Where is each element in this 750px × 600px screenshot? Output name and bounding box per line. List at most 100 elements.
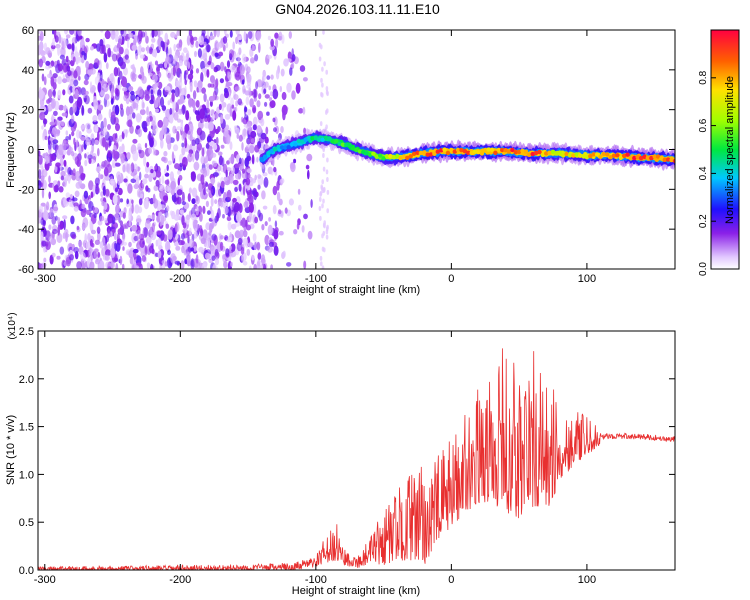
spectrogram-noise-cell <box>235 212 242 223</box>
spectrogram-noise-cell <box>59 246 65 255</box>
spectrogram-noise-cell <box>170 31 176 38</box>
spectrogram-ridge-core <box>452 149 457 154</box>
spectrogram-ridge-core <box>293 142 298 147</box>
spectrogram-noise-cell <box>161 105 167 111</box>
spectrogram-noise-cell <box>177 79 183 90</box>
spectrogram-noise-cell <box>73 202 79 208</box>
spectrogram-noise-cell <box>151 37 156 43</box>
spectrogram-noise-cell <box>131 44 138 51</box>
spectrogram-noise-cell <box>211 233 217 241</box>
spectrogram-noise-cell <box>146 106 149 116</box>
spectrogram-noise-cell <box>118 146 123 155</box>
colorbar-gradient <box>710 29 740 270</box>
spectrogram-ridge-core <box>439 148 444 153</box>
spectrogram-noise-cell <box>162 234 168 242</box>
spectrogram-noise-cell <box>70 215 75 225</box>
spectrogram-noise-cell <box>57 180 61 187</box>
spectrogram-noise-cell <box>195 205 200 216</box>
spectrogram-noise-cell <box>62 78 68 84</box>
spectrogram-noise-cell <box>78 75 81 81</box>
spectrogram-noise-cell <box>306 153 313 162</box>
spectrogram-noise-cell <box>99 44 105 55</box>
spectrogram-noise-cell <box>72 168 76 177</box>
spectrogram-ridge-core <box>449 147 454 153</box>
spectrogram-noise-cell <box>99 70 103 82</box>
spectrogram-noise-cell <box>166 164 169 172</box>
spectrogram-noise-cell <box>263 81 269 88</box>
spectrogram-noise-cell <box>102 137 106 148</box>
spectrogram-noise-cell <box>90 46 94 51</box>
spectrogram-noise-cell <box>150 89 154 95</box>
spectrogram-noise-cell <box>164 32 169 43</box>
spectrogram-ridge-core <box>550 149 556 154</box>
spectrogram-noise-cell <box>138 149 142 154</box>
spectrogram-noise-cell <box>187 193 191 202</box>
spectrogram-noise-cell <box>172 125 177 134</box>
spectrogram-noise-cell <box>289 67 293 76</box>
spectrogram-noise-cell <box>45 241 49 247</box>
spectrogram-noise-cell <box>129 125 134 134</box>
spectrogram-noise-cell <box>85 37 90 43</box>
spectrogram-noise-cell <box>71 37 77 45</box>
spectrogram-noise-cell <box>112 194 118 205</box>
spectrogram-noise-cell <box>170 188 175 196</box>
spectrogram-noise-cell <box>263 263 267 269</box>
spectrogram-ridge-core <box>567 153 573 158</box>
spectrogram-noise-cell <box>110 30 116 40</box>
spectrogram-noise-cell <box>88 201 94 212</box>
spectrogram-noise-cell <box>245 96 250 106</box>
spectrogram-noise-cell <box>172 65 176 77</box>
spectrogram-noise-cell <box>122 87 128 92</box>
spectrogram-noise-cell <box>157 89 162 98</box>
spectrogram-ridge-core <box>279 145 285 150</box>
spectrogram-ridge-core <box>381 156 386 161</box>
spectrogram-noise-cell <box>288 198 294 206</box>
spectrogram-noise-cell <box>213 143 218 151</box>
spectrogram-ridge-core <box>306 135 312 140</box>
spectrogram-noise-cell <box>272 204 277 215</box>
spectrogram-noise-cell <box>186 93 191 99</box>
spectrogram-noise-cell <box>53 185 59 193</box>
spectrogram-noise-cell <box>137 128 142 138</box>
spectrogram-noise-cell <box>214 128 220 135</box>
spectrogram-noise-cell <box>198 182 203 193</box>
spectrogram-noise-cell <box>191 198 196 205</box>
spectrogram-noise-cell <box>122 241 127 246</box>
spectrogram-noise-cell <box>54 35 59 43</box>
spectrogram-noise-cell <box>128 105 133 115</box>
spectrogram-noise-cell <box>73 246 79 254</box>
spectrogram-noise-cell <box>229 30 233 38</box>
spectrogram-noise-cell <box>91 138 95 146</box>
spectrogram-noise-cell <box>249 265 252 269</box>
spectrogram-noise-cell <box>131 224 138 232</box>
spectrogram-noise-cell <box>94 259 101 265</box>
spectrogram-noise-cell <box>131 63 135 72</box>
spectrogram-noise-cell <box>101 236 106 247</box>
spectrogram-ridge-core <box>561 153 566 158</box>
spectrogram-noise <box>38 30 330 269</box>
spectrogram-noise-cell <box>69 254 74 261</box>
spectrogram-ridge-core <box>537 149 542 155</box>
spectrogram-noise-cell <box>175 61 180 73</box>
spectrogram-noise-cell <box>184 79 187 86</box>
spectrogram-noise-cell <box>155 108 159 113</box>
spectrogram-noise-cell <box>135 52 138 60</box>
spectrogram-noise-cell <box>43 42 48 51</box>
spectrogram-noise-cell <box>149 197 154 205</box>
spectrogram-noise-cell <box>70 151 75 157</box>
spectrogram-noise-cell <box>246 84 252 89</box>
spectrogram-noise-cell <box>254 216 258 224</box>
spectrogram-noise-cell <box>120 107 124 117</box>
spectrogram-ridge-core <box>581 154 586 159</box>
spectrogram-noise-cell <box>325 229 329 235</box>
spectrogram-noise-cell <box>325 234 329 240</box>
spectrogram-ridge-core <box>327 136 332 141</box>
spectrogram-noise-cell <box>119 255 123 266</box>
spectrogram-noise-cell <box>186 35 191 46</box>
y-tick-label: 60 <box>22 25 34 37</box>
spectrogram-ridge-core <box>455 147 461 153</box>
spectrogram-noise-cell <box>123 67 128 76</box>
spectrogram-ridge-core <box>395 153 400 159</box>
spectrogram-noise-cell <box>251 44 255 52</box>
spectrogram-noise-cell <box>219 78 224 84</box>
